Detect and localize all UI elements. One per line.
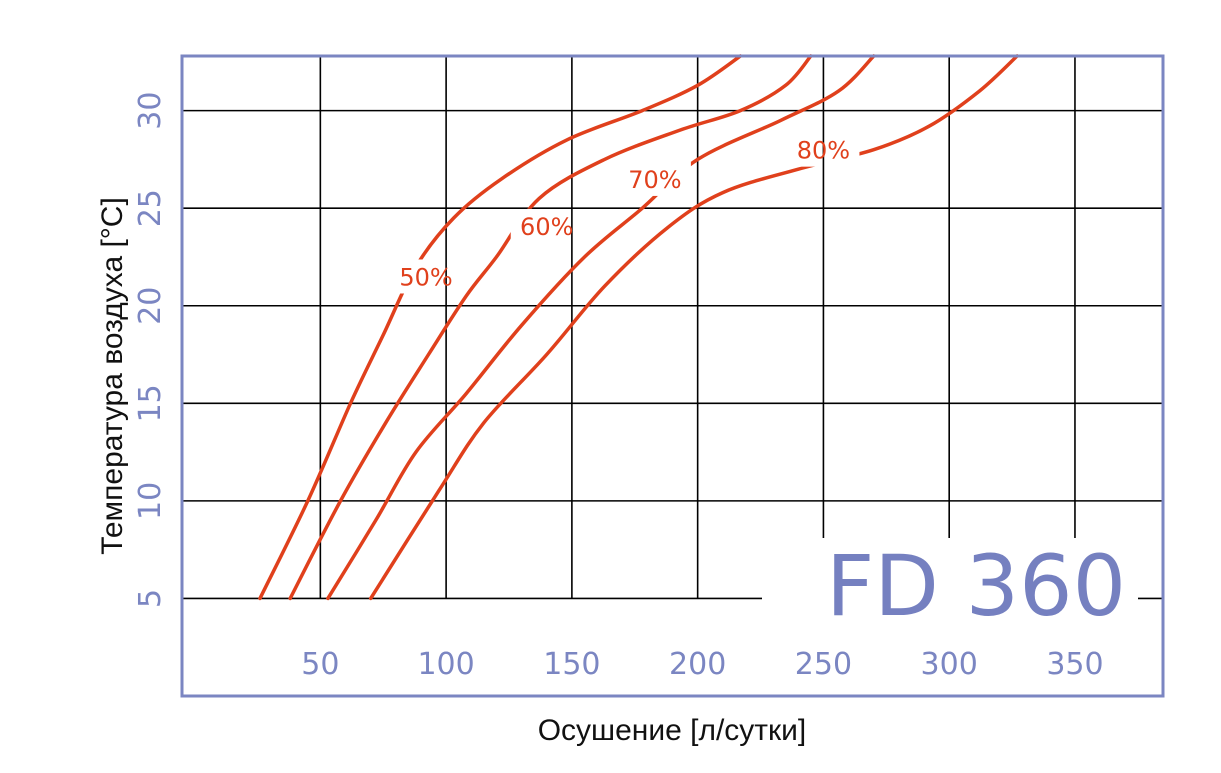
model-label-background xyxy=(762,538,1138,656)
y-axis-label: Температура воздуха [°C] xyxy=(96,197,129,555)
series-line-70-percent xyxy=(326,54,876,601)
tick-labels: 50 100 150 200 250 300 350 5 10 15 20 25 30 xyxy=(133,92,1104,682)
series-line-60-percent xyxy=(288,54,813,601)
series-label-80-percent: 80% xyxy=(797,137,850,165)
y-tick-label: 25 xyxy=(133,189,168,227)
x-tick-label: 150 xyxy=(543,647,600,682)
series-line-50-percent xyxy=(258,54,743,601)
grid-lines xyxy=(182,56,1163,618)
y-tick-label: 30 xyxy=(133,92,168,130)
series-label-70-percent: 70% xyxy=(628,166,681,194)
x-tick-label: 350 xyxy=(1046,647,1103,682)
series-label-60-percent: 60% xyxy=(520,213,573,241)
x-tick-label: 250 xyxy=(795,647,852,682)
y-tick-label: 15 xyxy=(133,384,168,422)
plot-frame xyxy=(180,54,1165,698)
series-label-50-percent: 50% xyxy=(399,263,452,291)
curves: 50% 60% 70% 80% xyxy=(258,54,1019,601)
model-label: FD 360 xyxy=(826,537,1126,635)
x-tick-label: 100 xyxy=(417,647,474,682)
y-tick-label: 20 xyxy=(133,287,168,325)
series-line-80-percent xyxy=(368,54,1019,601)
x-tick-label: 300 xyxy=(921,647,978,682)
x-axis-label: Осушение [л/сутки] xyxy=(538,714,807,747)
y-tick-label: 5 xyxy=(133,589,168,608)
x-tick-label: 50 xyxy=(301,647,339,682)
y-tick-label: 10 xyxy=(133,482,168,520)
x-tick-label: 200 xyxy=(669,647,726,682)
